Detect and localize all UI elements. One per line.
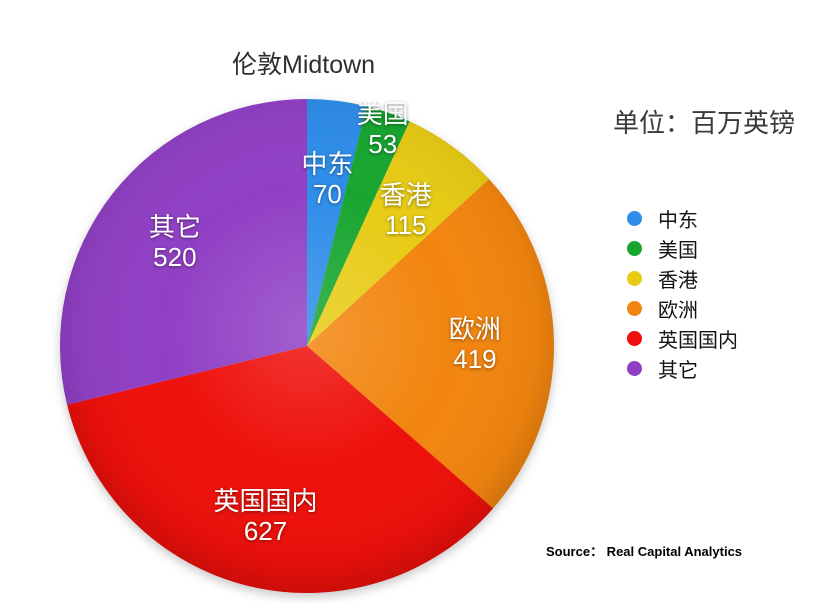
legend-item: 香港 <box>627 263 738 293</box>
legend-dot <box>627 300 642 316</box>
legend-dot <box>627 210 642 226</box>
legend-item: 其它 <box>627 353 738 383</box>
legend-item: 英国国内 <box>627 323 738 353</box>
legend-item-label: 香港 <box>658 269 698 292</box>
legend-dot <box>627 270 642 286</box>
legend-item: 中东 <box>627 203 738 233</box>
pie-shading-overlay <box>60 99 554 593</box>
legend-item: 欧洲 <box>627 293 738 323</box>
legend-item-label: 欧洲 <box>658 299 698 322</box>
unit-label: 单位：百万英镑 <box>613 108 796 138</box>
chart-title: 伦敦Midtown <box>232 51 376 79</box>
slice-label-name: 英国国内 <box>213 486 318 517</box>
slice-label-value: 53 <box>368 129 398 160</box>
slice-label-name: 香港 <box>379 180 432 211</box>
legend-dot <box>627 240 642 256</box>
source-label: Source： Real Capital Analytics <box>546 544 743 559</box>
slice-labels: 中东 70 美国 53 香港 115 欧洲 419 英国国内 627 其它 520 <box>59 98 555 594</box>
legend-item-label: 中东 <box>658 209 698 232</box>
slice-label: 其它 520 <box>149 212 201 272</box>
pie-chart-svg <box>60 99 555 594</box>
slice-label: 美国 53 <box>357 99 409 159</box>
slice-label-value: 520 <box>153 242 197 273</box>
legend-dot <box>627 360 642 376</box>
slice-label: 中东 70 <box>301 149 353 209</box>
legend-item-label: 英国国内 <box>658 329 738 352</box>
slice-label-value: 419 <box>453 343 497 374</box>
legend-item: 美国 <box>627 233 738 263</box>
slice-label-value: 70 <box>312 179 342 210</box>
slice-label-name: 美国 <box>356 99 409 130</box>
slice-label-name: 中东 <box>301 149 354 180</box>
slice-label-name: 其它 <box>148 212 201 243</box>
slice-label: 英国国内 627 <box>214 486 318 546</box>
legend-item-label: 其它 <box>658 359 698 382</box>
slice-label: 欧洲 419 <box>449 314 501 374</box>
legend-item-label: 美国 <box>658 239 698 262</box>
slice-label: 香港 115 <box>380 180 432 240</box>
slice-label-name: 欧洲 <box>448 313 501 344</box>
pie-chart: 中东 70 美国 53 香港 115 欧洲 419 英国国内 627 其它 520 <box>59 98 555 594</box>
slice-label-value: 115 <box>385 210 427 241</box>
slice-label-value: 627 <box>243 516 288 547</box>
legend: 中东美国香港欧洲英国国内其它 <box>627 203 738 383</box>
legend-dot <box>627 330 642 346</box>
